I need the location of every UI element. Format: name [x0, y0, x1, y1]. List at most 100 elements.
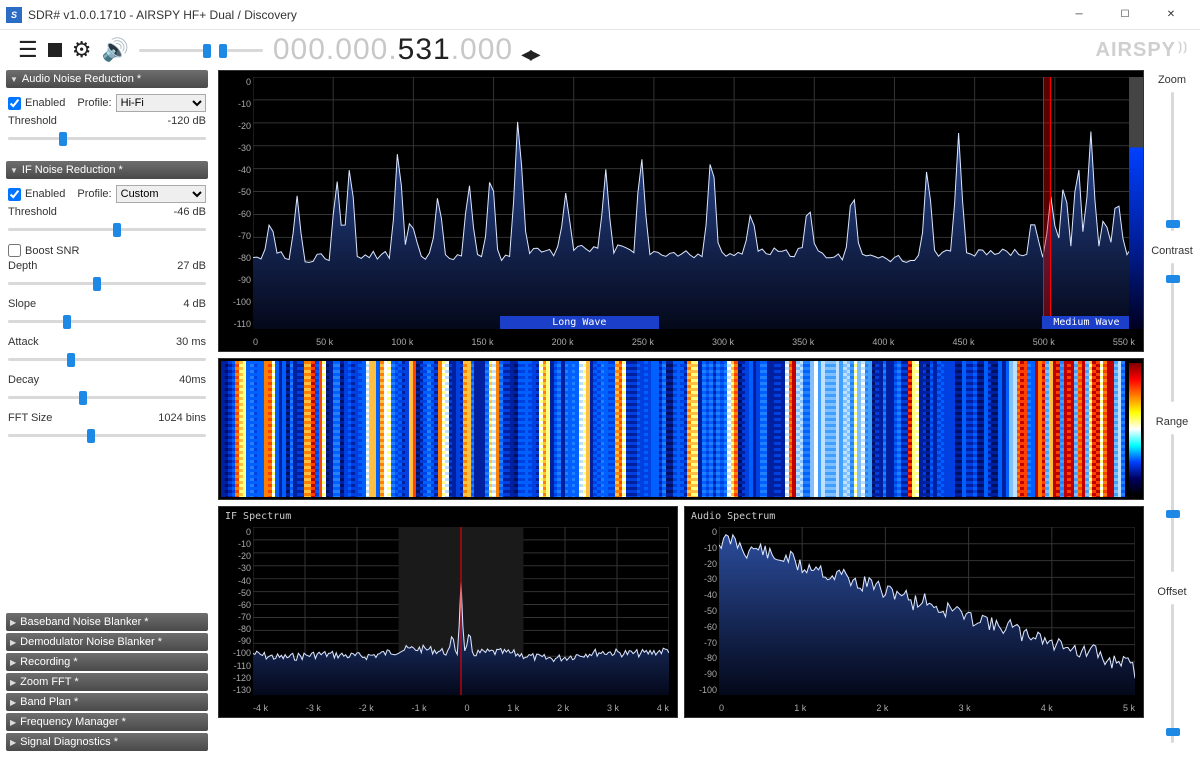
expand-icon: ▶ — [10, 718, 16, 727]
if-nr-fft-size-slider[interactable] — [8, 426, 206, 444]
if-nr-depth-slider[interactable] — [8, 274, 206, 292]
expand-icon: ▶ — [10, 698, 16, 707]
window-titlebar: S SDR# v1.0.0.1710 - AIRSPY HF+ Dual / D… — [0, 0, 1200, 30]
param-label: Depth — [8, 260, 37, 272]
stop-button[interactable] — [48, 43, 62, 57]
freq-suffix: .000 — [451, 33, 513, 67]
freq-prefix: 000.000. — [273, 33, 398, 67]
range-slider[interactable] — [1163, 434, 1181, 573]
freq-main: 531 — [398, 33, 451, 67]
main-toolbar: ☰ ⚙ 🔊 000.000. 531 .000 ◀▶ AIRSPY⟯⟯ — [0, 30, 1200, 70]
enabled-label: Enabled — [25, 188, 65, 200]
param-value: 30 ms — [176, 336, 206, 348]
enabled-label: Enabled — [25, 97, 65, 109]
display-area: 0-10-20-30-40-50-60-70-80-90-100-110 Lon… — [214, 70, 1148, 757]
volume-slider[interactable] — [139, 41, 211, 59]
panel-header-collapsed[interactable]: ▶ Zoom FFT * — [6, 673, 208, 691]
param-label: Decay — [8, 374, 39, 386]
param-value: 27 dB — [177, 260, 206, 272]
main-spectrum[interactable]: 0-10-20-30-40-50-60-70-80-90-100-110 Lon… — [218, 70, 1144, 352]
if-nr-profile-select[interactable]: Custom — [116, 185, 206, 203]
panel-body-audio-nr: Enabled Profile: Hi-Fi Threshold -120 dB — [6, 90, 208, 159]
panel-header-collapsed[interactable]: ▶ Baseband Noise Blanker * — [6, 613, 208, 631]
boost-snr-label: Boost SNR — [25, 245, 79, 257]
window-close-button[interactable]: ✕ — [1148, 0, 1194, 30]
expand-icon: ▶ — [10, 618, 16, 627]
audio-nr-profile-select[interactable]: Hi-Fi — [116, 94, 206, 112]
freq-step-arrows[interactable]: ◀▶ — [521, 46, 539, 63]
panel-header-collapsed[interactable]: ▶ Demodulator Noise Blanker * — [6, 633, 208, 651]
expand-icon: ▶ — [10, 678, 16, 687]
panel-title: Audio Noise Reduction * — [22, 73, 141, 85]
window-maximize-button[interactable]: ☐ — [1102, 0, 1148, 30]
band-label-mediumwave: Medium Wave — [1042, 316, 1130, 329]
waterfall-display[interactable] — [218, 358, 1144, 500]
param-label: FFT Size — [8, 412, 52, 424]
if-nr-slope-slider[interactable] — [8, 312, 206, 330]
panel-title: Recording * — [20, 656, 77, 668]
panel-header-audio-nr[interactable]: ▼ Audio Noise Reduction * — [6, 70, 208, 88]
volume-icon[interactable]: 🔊 — [101, 39, 128, 61]
vslider-label: Contrast — [1151, 245, 1193, 257]
audio-nr-enabled-checkbox[interactable] — [8, 97, 21, 110]
panel-title: Baseband Noise Blanker * — [20, 616, 148, 628]
threshold-label: Threshold — [8, 115, 57, 127]
param-label: Attack — [8, 336, 39, 348]
threshold-value: -46 dB — [174, 206, 206, 218]
collapse-icon: ▼ — [10, 166, 18, 175]
panel-header-collapsed[interactable]: ▶ Signal Diagnostics * — [6, 733, 208, 751]
panel-header-collapsed[interactable]: ▶ Frequency Manager * — [6, 713, 208, 731]
if-nr-decay-slider[interactable] — [8, 388, 206, 406]
panel-body-if-nr: Enabled Profile: Custom Threshold -46 dB… — [6, 181, 208, 456]
window-title: SDR# v1.0.0.1710 - AIRSPY HF+ Dual / Dis… — [28, 8, 297, 22]
panel-header-if-nr[interactable]: ▼ IF Noise Reduction * — [6, 161, 208, 179]
menu-icon[interactable]: ☰ — [18, 39, 38, 61]
zoom-slider[interactable] — [1163, 92, 1181, 231]
audio-nr-threshold-slider[interactable] — [8, 129, 206, 147]
param-value: 40ms — [179, 374, 206, 386]
window-minimize-button[interactable]: ─ — [1056, 0, 1102, 30]
expand-icon: ▶ — [10, 638, 16, 647]
panel-title: Signal Diagnostics * — [20, 736, 118, 748]
collapse-icon: ▼ — [10, 75, 18, 84]
vslider-label: Range — [1156, 416, 1188, 428]
panel-title: Band Plan * — [20, 696, 78, 708]
vslider-label: Offset — [1157, 586, 1186, 598]
vslider-label: Zoom — [1158, 74, 1186, 86]
profile-label: Profile: — [77, 97, 111, 109]
right-slider-column: Zoom Contrast Range Offset — [1148, 70, 1200, 757]
settings-gear-icon[interactable]: ⚙ — [72, 39, 92, 61]
contrast-slider[interactable] — [1163, 263, 1181, 402]
left-sidebar: ▼ Audio Noise Reduction * Enabled Profil… — [0, 70, 214, 757]
threshold-value: -120 dB — [167, 115, 206, 127]
threshold-label: Threshold — [8, 206, 57, 218]
panel-header-collapsed[interactable]: ▶ Band Plan * — [6, 693, 208, 711]
expand-icon: ▶ — [10, 658, 16, 667]
if-nr-enabled-checkbox[interactable] — [8, 188, 21, 201]
tuned-frequency-marker[interactable] — [1043, 77, 1051, 329]
app-icon: S — [6, 7, 22, 23]
airspy-logo: AIRSPY⟯⟯ — [1096, 39, 1188, 62]
param-value: 1024 bins — [158, 412, 206, 424]
param-value: 4 dB — [183, 298, 206, 310]
profile-label: Profile: — [77, 188, 111, 200]
panel-title: Frequency Manager * — [20, 716, 126, 728]
if-nr-threshold-slider[interactable] — [8, 220, 206, 238]
squelch-slider[interactable] — [221, 41, 263, 59]
param-label: Slope — [8, 298, 36, 310]
if-nr-attack-slider[interactable] — [8, 350, 206, 368]
audio-spectrum[interactable]: Audio Spectrum 0-10-20-30-40-50-60-70-80… — [684, 506, 1144, 718]
audio-spectrum-title: Audio Spectrum — [685, 507, 1143, 526]
band-label-longwave: Long Wave — [500, 316, 659, 329]
frequency-display[interactable]: 000.000. 531 .000 ◀▶ — [273, 33, 539, 67]
panel-title: Zoom FFT * — [20, 676, 78, 688]
expand-icon: ▶ — [10, 738, 16, 747]
if-spectrum[interactable]: IF Spectrum 0-10-20-30-40-50-60-70-80-90… — [218, 506, 678, 718]
waterfall-colorscale — [1129, 363, 1141, 495]
boost-snr-checkbox[interactable] — [8, 244, 21, 257]
signal-meter — [1129, 77, 1143, 329]
panel-title: Demodulator Noise Blanker * — [20, 636, 162, 648]
offset-slider[interactable] — [1163, 604, 1181, 743]
if-spectrum-title: IF Spectrum — [219, 507, 677, 526]
panel-header-collapsed[interactable]: ▶ Recording * — [6, 653, 208, 671]
